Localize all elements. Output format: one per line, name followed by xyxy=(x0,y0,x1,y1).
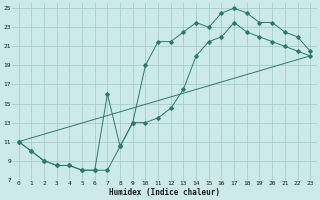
X-axis label: Humidex (Indice chaleur): Humidex (Indice chaleur) xyxy=(109,188,220,197)
